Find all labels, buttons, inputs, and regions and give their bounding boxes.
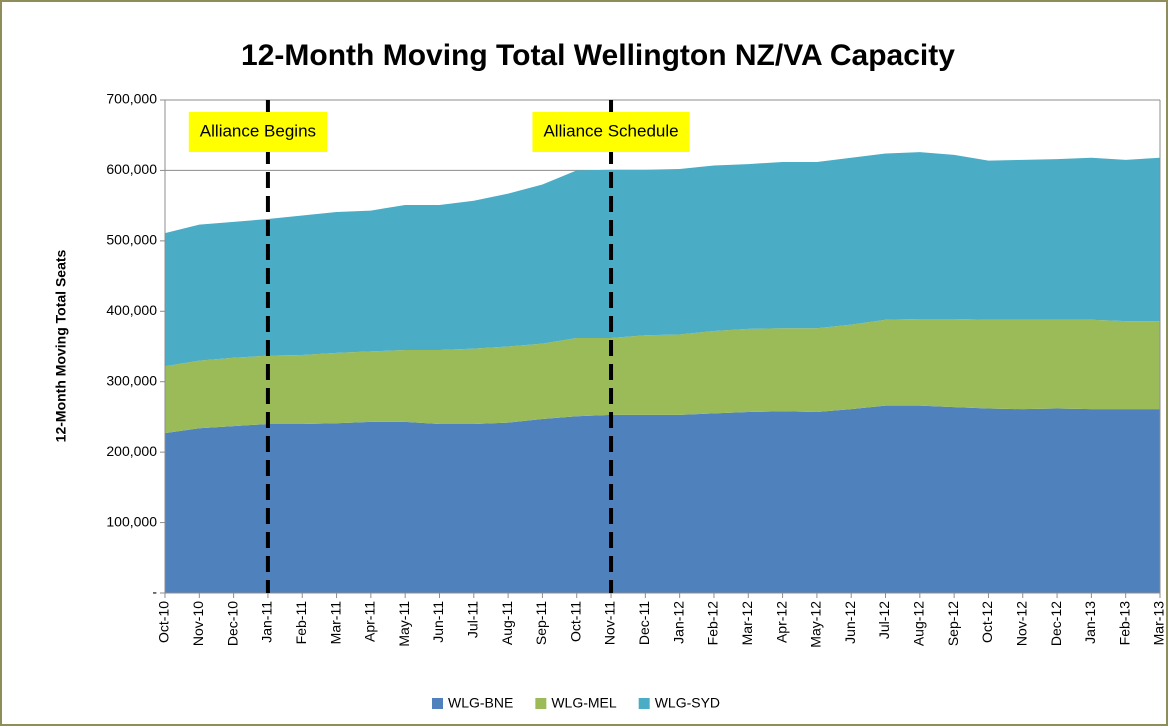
legend-label: WLG-BNE <box>448 695 513 711</box>
x-tick-label: Jun-11 <box>430 601 446 643</box>
legend-swatch <box>638 698 650 709</box>
y-tick-label: 500,000 <box>106 232 157 248</box>
x-tick-label: Feb-12 <box>705 601 721 646</box>
x-tick-label: Feb-11 <box>293 601 309 645</box>
x-tick-label: Jul-11 <box>464 601 480 638</box>
y-axis-label: 12-Month Moving Total Seats <box>53 249 69 442</box>
x-tick-label: Jan-12 <box>670 601 686 644</box>
x-tick-label: Mar-12 <box>739 601 755 646</box>
x-tick-label: Oct-11 <box>567 601 583 642</box>
y-tick-label: 300,000 <box>106 372 157 388</box>
y-tick-label: 600,000 <box>106 161 157 177</box>
annotation-label: Alliance Schedule <box>543 121 678 140</box>
x-tick-label: Nov-11 <box>602 601 618 645</box>
area <box>165 319 1160 434</box>
x-tick-label: Dec-11 <box>636 601 652 645</box>
x-tick-label: Aug-12 <box>911 601 927 646</box>
annotation-box <box>532 112 690 152</box>
legend-swatch <box>535 698 547 709</box>
area <box>165 405 1160 593</box>
y-tick-label: - <box>152 584 157 600</box>
legend-label: WLG-MEL <box>551 695 617 711</box>
x-tick-label: Dec-10 <box>224 601 240 646</box>
x-tick-label: Sep-12 <box>945 601 961 646</box>
y-tick-label: 200,000 <box>106 443 157 459</box>
x-tick-label: Apr-12 <box>773 601 789 643</box>
x-tick-label: Oct-10 <box>156 601 172 643</box>
legend-label: WLG-SYD <box>655 695 720 711</box>
x-tick-label: May-11 <box>396 601 412 647</box>
x-tick-label: Nov-10 <box>190 601 206 646</box>
area <box>165 152 1160 367</box>
y-tick-label: 700,000 <box>106 91 157 107</box>
x-tick-label: Jan-11 <box>259 601 275 643</box>
x-tick-label: Sep-11 <box>533 601 549 645</box>
x-tick-label: Jun-12 <box>842 601 858 644</box>
x-tick-label: Apr-11 <box>362 601 378 642</box>
x-tick-label: Nov-12 <box>1013 601 1029 646</box>
annotation-label: Alliance Begins <box>200 121 316 140</box>
x-tick-label: Feb-13 <box>1116 601 1132 646</box>
y-tick-label: 400,000 <box>106 302 157 318</box>
annotation-box <box>188 112 328 152</box>
x-tick-label: Dec-12 <box>1048 601 1064 646</box>
x-tick-label: Jul-12 <box>876 601 892 639</box>
legend-swatch <box>432 698 443 709</box>
x-tick-label: Mar-11 <box>327 601 343 645</box>
y-tick-label: 100,000 <box>106 513 157 529</box>
x-tick-label: May-12 <box>808 601 824 648</box>
x-tick-label: Oct-12 <box>979 601 995 643</box>
x-tick-label: Mar-13 <box>1151 601 1167 646</box>
x-tick-label: Aug-11 <box>499 601 515 645</box>
chart-title: 12-Month Moving Total Wellington NZ/VA C… <box>241 39 955 72</box>
x-tick-label: Jan-13 <box>1082 601 1098 644</box>
